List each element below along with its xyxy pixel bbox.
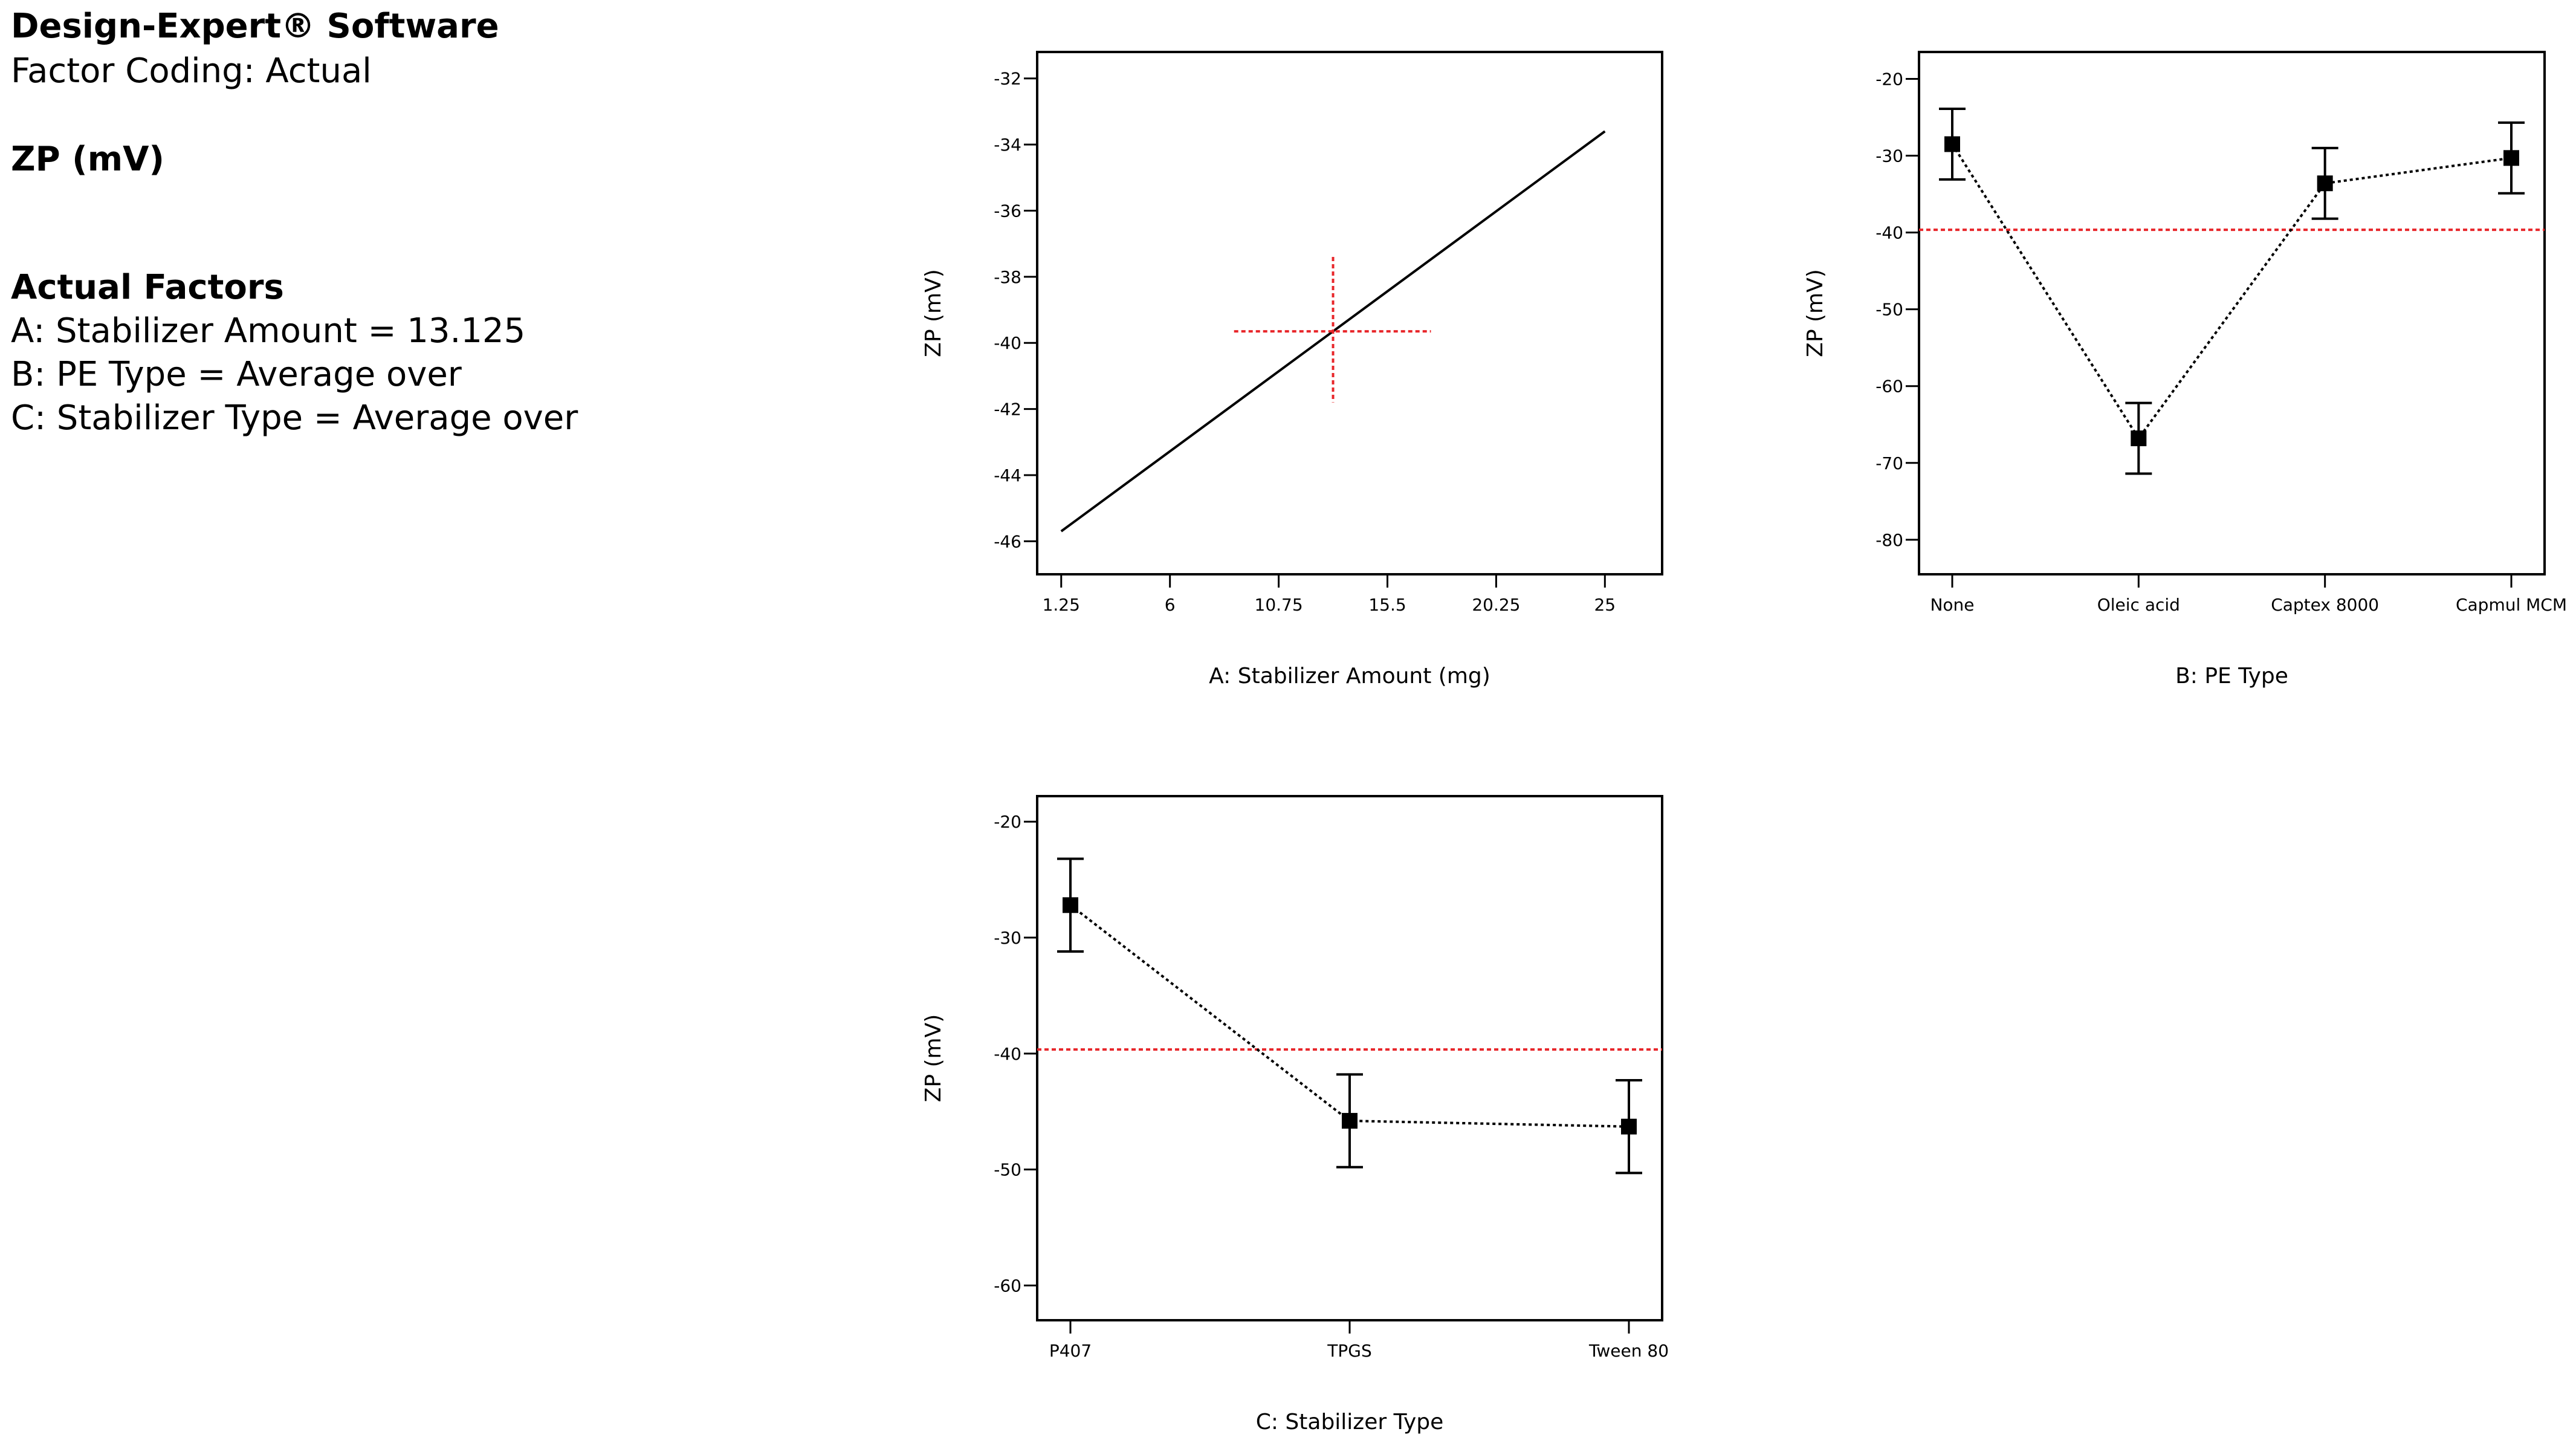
plotA-y-tick-label: -34	[994, 135, 1021, 155]
plotB-x-tick-label: Capmul MCM	[2456, 595, 2567, 615]
plotC-y-axis-label: ZP (mV)	[921, 1014, 946, 1103]
plotC-data-point	[1342, 1113, 1358, 1129]
plotA-y-tick-label: -44	[994, 465, 1021, 485]
plotA-x-tick-label: 1.25	[1043, 595, 1080, 615]
plotB-data-point	[2317, 175, 2333, 192]
plotA-y-tick-label: -46	[994, 531, 1021, 551]
plotC-y-tick-label: -50	[994, 1160, 1021, 1180]
plotC-x-tick-label: TPGS	[1327, 1341, 1371, 1361]
factor-b-setting: B: PE Type = Average over	[11, 355, 462, 394]
plotB-y-tick-label: -70	[1875, 453, 1903, 473]
plotB-data-point	[2131, 430, 2147, 447]
plotB-x-tick-label: Captex 8000	[2271, 595, 2379, 615]
plotC-y-tick-label: -30	[994, 928, 1021, 948]
plotB-y-tick-label: -80	[1875, 530, 1903, 550]
plotB-x-axis-label: B: PE Type	[2175, 664, 2288, 689]
software-title: Design-Expert® Software	[11, 7, 499, 46]
plotC-y-tick-label: -40	[994, 1044, 1021, 1064]
factor-c-setting: C: Stabilizer Type = Average over	[11, 398, 578, 438]
plotB-x-tick-label: None	[1930, 595, 1974, 615]
plotB-data-point	[2503, 150, 2519, 166]
plotC-y-tick-label: -60	[994, 1276, 1021, 1295]
plotB-connect-line	[1951, 143, 2512, 441]
plotB-y-axis-label: ZP (mV)	[1803, 269, 1828, 357]
plotC-x-tick-label: Tween 80	[1588, 1341, 1669, 1361]
plotB-y-tick-label: -40	[1875, 223, 1903, 243]
plotC-x-axis-label: C: Stabilizer Type	[1256, 1410, 1444, 1434]
plotC-data-point	[1621, 1118, 1637, 1135]
plotC-data-point	[1063, 897, 1078, 913]
plotC-y-tick-label: -20	[994, 812, 1021, 832]
plotA-y-tick-label: -40	[994, 333, 1021, 353]
response-name: ZP (mV)	[11, 140, 165, 179]
plotB-data-point	[1944, 136, 1960, 152]
plotB-plot-frame	[1918, 51, 2546, 575]
plotA-y-tick-label: -32	[994, 69, 1021, 89]
plotA-plot-frame	[1036, 51, 1663, 575]
plotA-y-tick-label: -42	[994, 400, 1021, 420]
plotA-x-tick-label: 6	[1165, 595, 1176, 615]
plotA-y-axis-label: ZP (mV)	[921, 269, 946, 357]
plotA-x-tick-label: 15.5	[1368, 595, 1406, 615]
plotB-y-tick-label: -50	[1875, 300, 1903, 320]
plotB-y-tick-label: -30	[1875, 146, 1903, 166]
plotA-x-tick-label: 10.75	[1255, 595, 1303, 615]
plotA-x-tick-label: 25	[1594, 595, 1616, 615]
plotB-y-tick-label: -60	[1875, 377, 1903, 397]
plotA-y-tick-label: -36	[994, 201, 1021, 221]
plotC-plot-frame	[1036, 795, 1663, 1321]
plotA-x-tick-label: 20.25	[1472, 595, 1520, 615]
plotA-x-axis-label: A: Stabilizer Amount (mg)	[1209, 664, 1490, 689]
plotC-x-tick-label: P407	[1049, 1341, 1092, 1361]
actual-factors-heading: Actual Factors	[11, 268, 284, 307]
plotB-x-tick-label: Oleic acid	[2097, 595, 2180, 615]
plotA-y-tick-label: -38	[994, 267, 1021, 287]
plotB-y-tick-label: -20	[1875, 69, 1903, 89]
factor-a-setting: A: Stabilizer Amount = 13.125	[11, 311, 526, 351]
factor-coding: Factor Coding: Actual	[11, 51, 372, 91]
